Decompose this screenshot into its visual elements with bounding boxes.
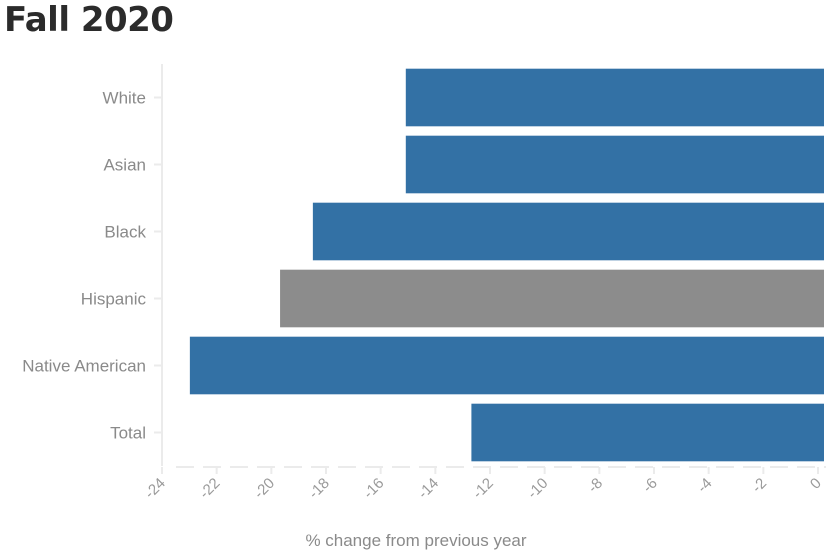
bar-white [405, 68, 824, 127]
x-tick-label: -6 [639, 475, 660, 496]
bar-black [312, 202, 824, 261]
x-tick-label: -18 [305, 475, 332, 502]
y-axis: White Asian Black Hispanic Native American To… [22, 64, 163, 466]
category-label: Total [110, 424, 146, 443]
category-label: Native American [22, 357, 146, 376]
x-tick-label: -20 [251, 475, 278, 502]
category-label: Asian [103, 156, 146, 175]
x-tick-label: -14 [415, 475, 442, 502]
bar-hispanic [280, 269, 825, 328]
x-axis-title: % change from previous year [305, 531, 526, 550]
chart-title: Fall 2020 [4, 0, 174, 40]
bar-total [471, 403, 824, 462]
x-tick-label: -8 [585, 475, 606, 496]
bar-native-american [189, 336, 824, 395]
bar-asian [405, 135, 824, 194]
category-label: Black [104, 223, 146, 242]
x-tick-label: -24 [141, 475, 168, 502]
x-tick-label: -4 [694, 475, 715, 496]
x-tick-label: -10 [524, 475, 551, 502]
x-tick-label: -22 [196, 475, 223, 502]
x-tick-label: -2 [749, 475, 770, 496]
x-axis: -24 -22 -20 -18 -16 -14 -12 -10 -8 -6 -4 -2 0 [141, 466, 826, 502]
x-tick-label: 0 [807, 475, 825, 493]
x-tick-label: -12 [469, 475, 496, 502]
x-tick-label: -16 [360, 475, 387, 502]
category-label: White [103, 89, 146, 108]
bars-group [189, 68, 825, 462]
category-label: Hispanic [81, 290, 147, 309]
